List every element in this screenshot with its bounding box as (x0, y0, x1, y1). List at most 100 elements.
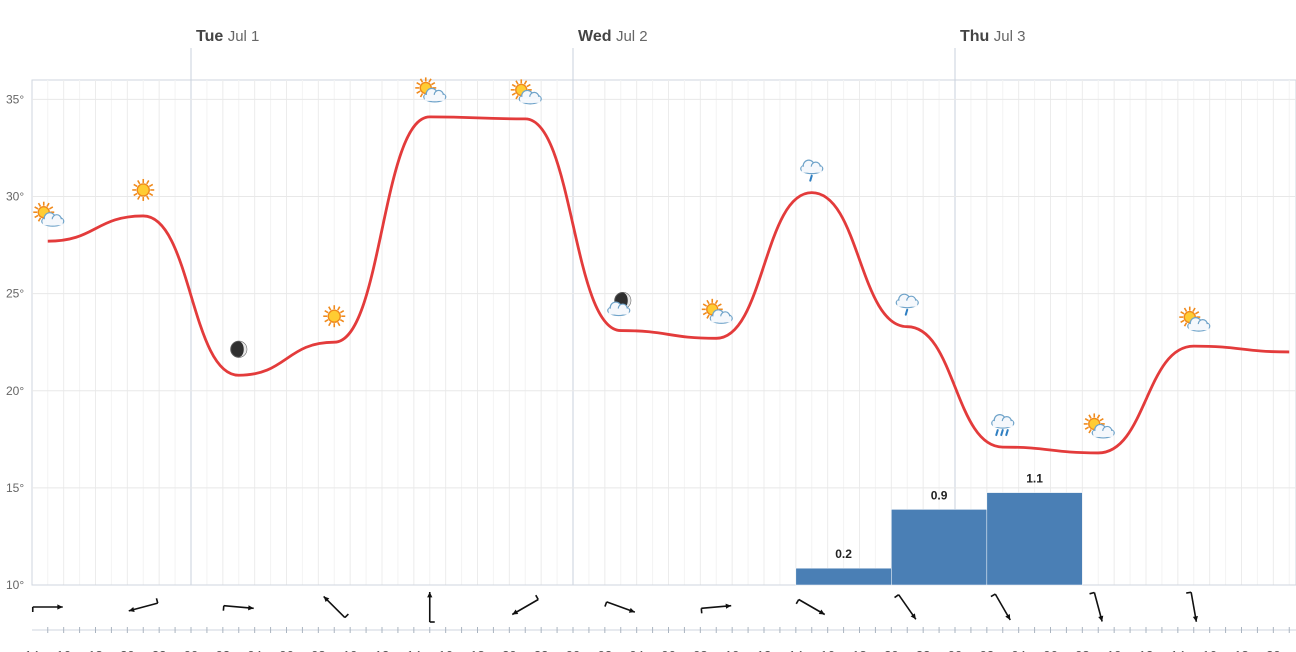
x-tick-label: 20 (1266, 648, 1280, 652)
sun-ray (1180, 311, 1185, 315)
sun-ray (1183, 307, 1188, 312)
x-tick-label: 08 (311, 648, 325, 652)
moon-icon (230, 340, 248, 358)
sun-ray (1096, 414, 1101, 419)
sun-ray (339, 319, 345, 323)
sun-ray (702, 311, 708, 316)
sun-ray (1192, 307, 1196, 312)
sun-ray (419, 93, 424, 98)
cloud-fill (424, 94, 445, 101)
sun-disc (327, 309, 341, 323)
wind-head (1192, 615, 1198, 622)
chart-grid (31, 48, 1296, 633)
cloud-fill (1188, 324, 1209, 331)
x-tick-label: 12 (1139, 648, 1153, 652)
sun-ray (46, 202, 50, 207)
partly-cloudy-sun-icon (415, 77, 447, 103)
rain-drop (809, 174, 813, 182)
wind-head (427, 592, 433, 598)
x-tick-label: 16 (56, 648, 70, 652)
cloud-rain-icon (895, 293, 919, 316)
wind-head (818, 609, 825, 615)
sun-ray (137, 195, 141, 200)
wind-head (323, 596, 330, 603)
rain-drop (904, 308, 909, 316)
sun-ray (1194, 311, 1200, 315)
x-tick-label: 18 (1234, 648, 1248, 652)
wind-arrow-icon (700, 603, 732, 614)
partly-cloudy-moon-icon (607, 292, 632, 317)
x-tick-label: 22 (916, 648, 930, 652)
temperature-line (47, 115, 1290, 455)
sun-ray (137, 180, 141, 185)
x-tick-label: 16 (438, 648, 452, 652)
sun-ray (511, 83, 517, 88)
wind-barb (535, 594, 539, 600)
sun-icon (132, 178, 155, 201)
partly-cloudy-sun-icon (33, 201, 65, 227)
wind-arrows (31, 591, 1198, 623)
wind-head (248, 605, 254, 611)
x-tick-label: 02 (216, 648, 230, 652)
wind-arrow-icon (511, 594, 539, 616)
wind-arrow-icon (990, 593, 1011, 621)
sun-ray (146, 195, 150, 200)
wind-head (725, 603, 732, 609)
sun-ray (706, 299, 710, 305)
sun-ray (146, 180, 150, 185)
precipitation-bar (986, 492, 1083, 586)
wind-head (128, 606, 135, 613)
x-tick-label: 10 (343, 648, 357, 652)
wind-arrow-icon (222, 604, 254, 611)
sun-ray (34, 214, 39, 219)
sun-ray (1088, 414, 1092, 419)
sun-ray (430, 81, 436, 86)
sun-ray (37, 217, 42, 222)
sun-ray (324, 310, 329, 314)
wind-arrow-icon (323, 595, 349, 619)
wind-arrow-icon (1089, 591, 1104, 622)
sun-disc (136, 183, 150, 197)
precipitation-label: 1.1 (1026, 472, 1043, 486)
cloud-fill (711, 316, 732, 323)
x-tick-label: 10 (1107, 648, 1121, 652)
sun-ray (1183, 322, 1188, 327)
partly-cloudy-sun-icon (1083, 413, 1115, 439)
sun-ray (328, 321, 332, 327)
sun-ray (717, 303, 722, 307)
sun-ray (416, 81, 421, 86)
x-tick-label: 08 (693, 648, 707, 652)
sun-ray (511, 92, 517, 96)
day-label-thu: Thu Jul 3 (960, 28, 1026, 45)
temperature-line-group (47, 115, 1290, 455)
x-tick-label: 14 (1171, 648, 1185, 652)
wind-arrow-icon (604, 601, 636, 613)
cloud-fill (608, 308, 629, 315)
sun-ray (133, 192, 138, 197)
y-tick-label: 15° (6, 481, 24, 495)
sun-ray (328, 306, 332, 311)
day-label-wed: Wed Jul 2 (578, 28, 648, 45)
wind-barb (795, 599, 800, 605)
cloud-rain-icon (800, 159, 824, 182)
x-tick-label: 04 (1011, 648, 1025, 652)
sun-ray (706, 314, 710, 319)
wind-barb (604, 601, 608, 607)
wind-barb (1186, 591, 1192, 594)
rain-drop (1000, 429, 1004, 437)
sun-ray (34, 206, 39, 210)
x-tick-label: 14 (407, 648, 421, 652)
wind-barb (155, 598, 159, 604)
sun-ray (148, 183, 154, 188)
x-tick-label: 16 (1202, 648, 1216, 652)
x-tick-label: 02 (980, 648, 994, 652)
x-tick-label: 02 (598, 648, 612, 652)
wind-head (910, 613, 916, 620)
x-tick-label: 16 (820, 648, 834, 652)
x-tick-label: 20 (502, 648, 516, 652)
precipitation-label: 0.2 (835, 547, 852, 561)
wind-arrow-icon (795, 598, 826, 616)
sun-ray (324, 319, 329, 323)
rain-drop (1005, 429, 1009, 437)
